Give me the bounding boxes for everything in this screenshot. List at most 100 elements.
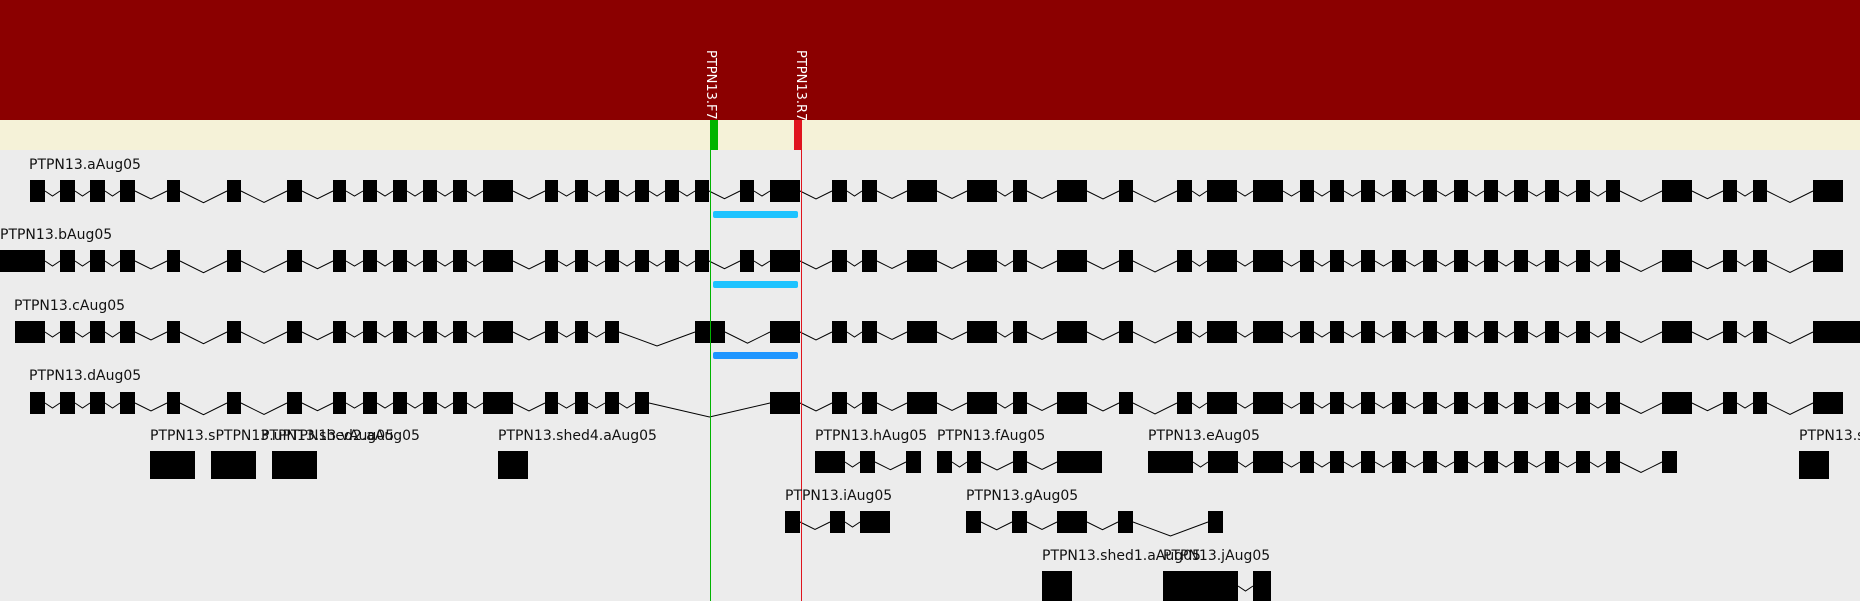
intron-line [1619, 331, 1663, 344]
intron-line [179, 190, 228, 204]
primer-track [0, 120, 1860, 150]
transcript-label[interactable]: PTPN13.iAug05 [785, 488, 892, 504]
intron-line [1405, 331, 1424, 338]
intron-line [1132, 260, 1178, 273]
transcript-label[interactable]: PTPN13.bAug05 [0, 227, 112, 243]
transcript-label[interactable]: PTPN13.shed4.aAug05 [498, 428, 657, 444]
exon-block [1423, 451, 1437, 473]
exon-block [393, 321, 407, 343]
intron-line [1691, 331, 1724, 341]
exon-block [862, 180, 877, 202]
intron-line [1343, 402, 1362, 409]
intron-line [1691, 260, 1724, 270]
transcript-track [966, 511, 1223, 537]
intron-line [708, 260, 741, 270]
intron-line [1026, 190, 1058, 200]
intron-line [876, 260, 908, 270]
transcript-label[interactable]: PTPN13.hAug05 [815, 428, 927, 444]
exon-block [1361, 451, 1375, 473]
exon-block [1606, 250, 1620, 272]
exon-block [907, 250, 937, 272]
intron-line [1467, 461, 1485, 468]
intron-line [799, 190, 833, 200]
transcript-label[interactable]: PTPN13.s [1799, 428, 1860, 444]
exon-block [333, 180, 346, 202]
transcript-label[interactable]: PTPN13.aAug05 [29, 157, 141, 173]
intron-line [1086, 402, 1120, 412]
exon-block [167, 250, 180, 272]
intron-line [1527, 331, 1546, 338]
amplicon [713, 281, 798, 288]
exon-block [937, 451, 952, 473]
reverse-primer-marker[interactable] [794, 120, 802, 150]
transcript-track [0, 250, 1843, 274]
forward-primer-label: PTPN13.F7 [703, 50, 718, 120]
exon-block [740, 180, 754, 202]
exon-block [1813, 180, 1843, 202]
exon-block [545, 180, 558, 202]
transcript-track [937, 451, 1102, 473]
intron-line [74, 331, 91, 338]
transcript-label[interactable]: PTPN13.jAug05 [1163, 548, 1270, 564]
exon-block [363, 392, 377, 414]
intron-line [104, 190, 121, 197]
transcript-label[interactable]: PTPN13.cAug05 [14, 298, 125, 314]
exon-block [1514, 451, 1528, 473]
primer-lines [710, 150, 802, 601]
exon-block [1545, 321, 1559, 343]
transcript-label[interactable]: PTPN13.shed2.aAug05 [261, 428, 420, 444]
transcript-label[interactable]: PTPN13.sPTPN13.uPTPN13.vAug05 [150, 428, 394, 444]
intron-line [1558, 402, 1577, 409]
exon-block [1545, 392, 1559, 414]
intron-line [724, 331, 771, 344]
intron-line [1086, 190, 1120, 200]
transcript-label[interactable]: PTPN13.fAug05 [937, 428, 1045, 444]
intron-line [648, 260, 666, 267]
intron-line [1374, 190, 1393, 197]
transcript-track [1042, 571, 1072, 601]
intron-line [436, 331, 454, 338]
intron-line [1527, 260, 1546, 267]
intron-line [846, 260, 863, 267]
exon-block [1207, 250, 1237, 272]
intron-line [376, 331, 394, 338]
exon-block [1514, 392, 1528, 414]
exon-block [832, 250, 847, 272]
intron-line [301, 190, 334, 200]
transcript-label[interactable]: PTPN13.shed1.aAug05 [1042, 548, 1201, 564]
intron-line [512, 190, 546, 200]
exon-block [1723, 250, 1737, 272]
exon-block [1013, 451, 1027, 473]
transcript-label[interactable]: PTPN13.gAug05 [966, 488, 1078, 504]
intron-line [1192, 461, 1209, 468]
intron-line [1237, 585, 1254, 592]
exon-block [287, 392, 302, 414]
transcript-label[interactable]: PTPN13.eAug05 [1148, 428, 1260, 444]
intron-line [74, 260, 91, 267]
exon-block [862, 392, 877, 414]
exon-block [167, 180, 180, 202]
exon-block [30, 180, 45, 202]
intron-line [708, 190, 741, 200]
exon-block [1208, 511, 1223, 533]
intron-line [1497, 402, 1515, 409]
transcript-label[interactable]: PTPN13.dAug05 [29, 368, 141, 384]
intron-line [1026, 461, 1058, 471]
exon-block [1330, 392, 1344, 414]
exon-block [1576, 250, 1590, 272]
intron-line [1191, 402, 1208, 409]
intron-line [1191, 190, 1208, 197]
intron-line [1589, 461, 1607, 468]
exon-block [1253, 392, 1283, 414]
amplicon-layer [713, 211, 798, 359]
intron-line [240, 331, 288, 345]
intron-line [1691, 402, 1724, 412]
forward-primer-marker[interactable] [710, 120, 718, 150]
intron-line [874, 461, 907, 471]
intron-line [1282, 260, 1301, 267]
exon-block [1392, 451, 1406, 473]
intron-line [301, 402, 334, 412]
exon-block [1799, 451, 1829, 479]
intron-line [1558, 461, 1577, 468]
intron-line [1436, 402, 1455, 409]
